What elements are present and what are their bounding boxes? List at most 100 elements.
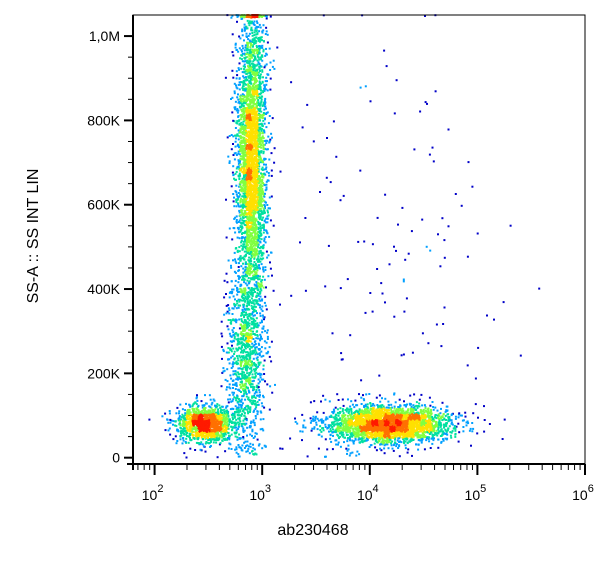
data-point <box>245 305 248 308</box>
data-point <box>256 90 258 93</box>
data-point <box>207 439 210 441</box>
data-point <box>185 426 188 429</box>
data-point <box>250 132 253 135</box>
data-point <box>256 185 259 187</box>
data-point <box>219 435 222 438</box>
data-point <box>234 140 237 143</box>
data-point <box>198 442 200 445</box>
data-point <box>255 36 258 39</box>
data-point <box>200 436 203 439</box>
data-point <box>243 94 245 97</box>
data-point <box>255 48 258 51</box>
data-point <box>261 113 264 116</box>
data-point <box>249 191 252 194</box>
data-point <box>251 226 254 229</box>
data-point <box>219 411 222 414</box>
data-point <box>250 337 253 340</box>
data-point <box>242 205 245 207</box>
data-point <box>249 232 252 235</box>
data-point <box>251 41 254 43</box>
data-point <box>260 54 263 57</box>
data-point <box>241 374 244 377</box>
data-point <box>225 421 228 424</box>
data-point <box>242 145 245 148</box>
data-point <box>241 52 244 55</box>
data-point <box>189 414 192 417</box>
data-point <box>265 163 267 166</box>
data-point <box>251 195 254 198</box>
data-point <box>242 138 245 141</box>
data-point <box>250 289 253 292</box>
data-point <box>207 420 210 423</box>
data-point <box>237 143 239 146</box>
data-point <box>241 103 243 106</box>
data-point <box>260 218 263 221</box>
data-point <box>239 130 242 133</box>
data-point <box>253 278 256 281</box>
data-point <box>249 248 252 251</box>
data-point <box>257 209 260 212</box>
data-point <box>190 422 192 425</box>
data-point <box>253 273 256 276</box>
data-point <box>257 246 260 249</box>
data-point <box>260 308 263 311</box>
data-point <box>220 436 223 439</box>
data-point <box>260 319 263 322</box>
data-point <box>235 70 238 73</box>
data-point <box>195 432 198 435</box>
data-point <box>204 436 207 439</box>
data-point <box>266 148 269 151</box>
data-point <box>247 259 250 262</box>
data-point <box>253 314 256 317</box>
data-point <box>183 419 186 422</box>
data-point <box>262 257 265 260</box>
data-point <box>185 402 187 405</box>
data-point <box>254 291 256 293</box>
data-point <box>257 177 260 180</box>
data-point <box>261 310 264 312</box>
data-point <box>231 426 234 429</box>
data-point <box>253 243 256 246</box>
data-point <box>244 266 247 269</box>
data-point <box>259 65 262 67</box>
data-point <box>248 193 251 196</box>
data-point <box>212 422 215 425</box>
data-point <box>257 206 260 209</box>
data-point <box>247 134 250 137</box>
data-point <box>255 277 258 279</box>
data-point <box>249 400 252 403</box>
data-point <box>192 424 195 427</box>
data-point <box>246 209 248 211</box>
data-point <box>246 119 249 122</box>
data-point <box>240 197 243 200</box>
data-point <box>255 45 258 47</box>
data-point <box>255 205 257 208</box>
data-point <box>263 229 266 231</box>
data-point <box>244 60 247 63</box>
data-point <box>231 111 234 114</box>
data-point <box>237 174 240 177</box>
data-point <box>172 423 174 426</box>
data-point <box>212 426 215 429</box>
data-point <box>237 409 240 412</box>
data-point <box>240 121 243 124</box>
data-point <box>194 435 197 438</box>
data-point <box>253 230 256 233</box>
data-point <box>233 92 236 95</box>
data-point <box>242 215 245 218</box>
data-point <box>247 169 250 172</box>
data-point <box>249 422 252 425</box>
data-point <box>261 224 264 227</box>
data-point <box>253 180 256 183</box>
data-point <box>208 409 211 412</box>
data-point <box>250 370 253 373</box>
data-point <box>242 240 245 243</box>
data-point <box>224 431 227 434</box>
data-point <box>215 437 218 440</box>
data-point <box>244 153 247 156</box>
data-point <box>264 64 267 67</box>
data-point <box>216 405 218 408</box>
data-point <box>268 158 271 161</box>
data-point <box>246 44 249 47</box>
data-point <box>247 90 250 93</box>
